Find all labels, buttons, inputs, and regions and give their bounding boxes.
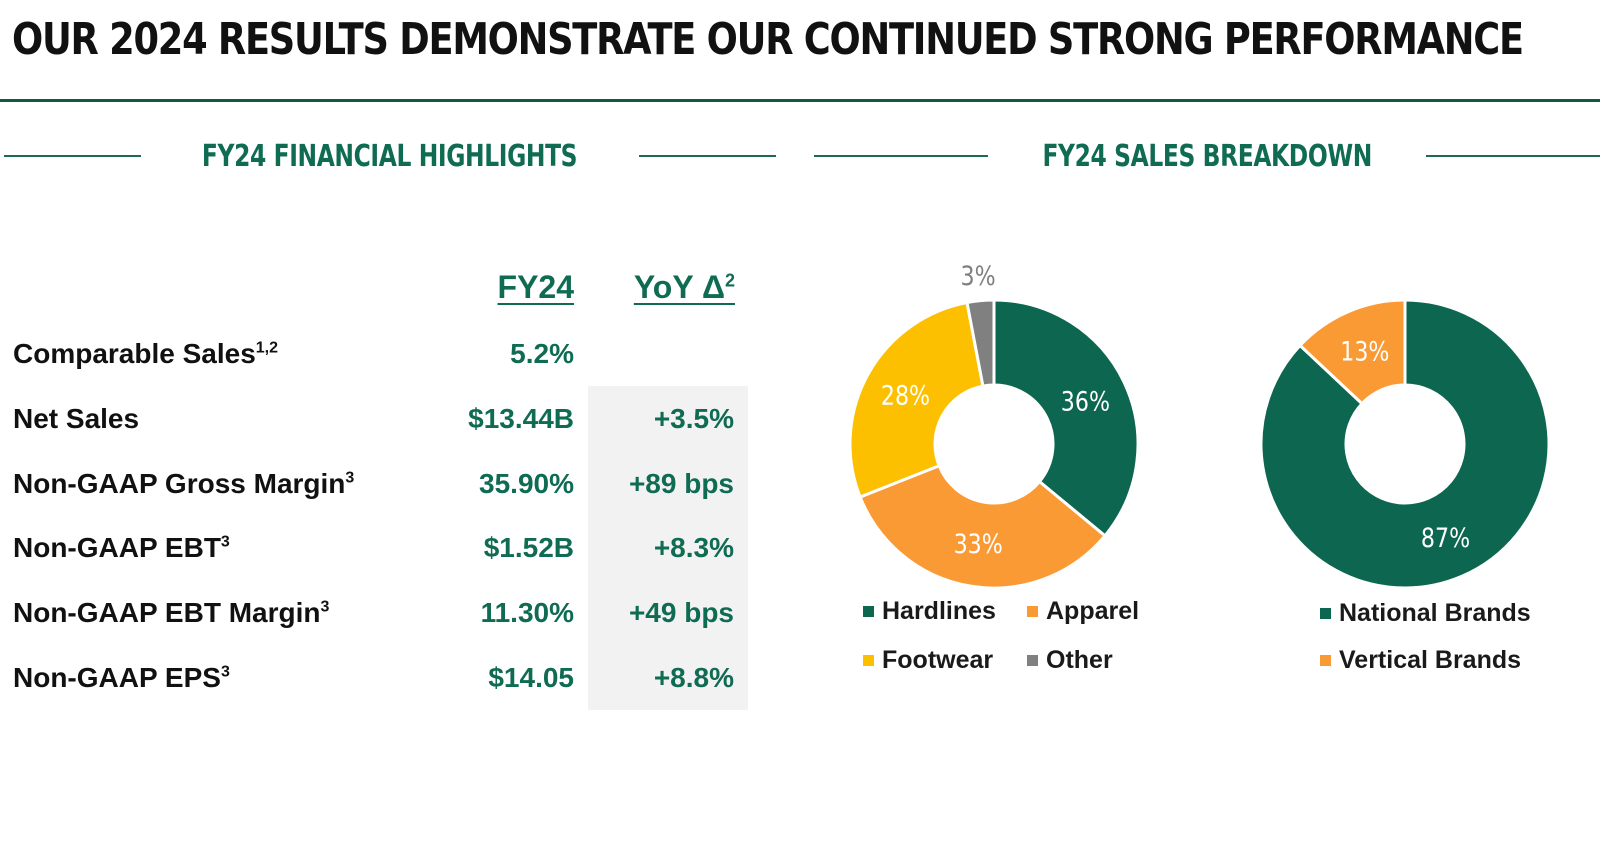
section-rule-left <box>4 155 142 157</box>
donut-slice-hardlines <box>992 298 1140 538</box>
row-label: Comparable Sales1,2 <box>13 338 278 370</box>
legend-label: National Brands <box>1339 599 1531 627</box>
legend-label: Other <box>1046 646 1113 674</box>
legend-item-national-brands: National Brands <box>1320 599 1531 628</box>
data-label-other: 3% <box>961 260 996 292</box>
row-yoy-value: +8.3% <box>653 532 734 563</box>
table-row: Non-GAAP EBT3 $1.52B +8.3% <box>0 532 760 572</box>
legend-item-hardlines: Hardlines <box>863 597 996 626</box>
row-label: Non-GAAP Gross Margin3 <box>13 468 354 500</box>
row-fy24-value: $13.44B <box>468 403 574 434</box>
row-label-text: Non-GAAP EPS <box>13 662 221 693</box>
legend-swatch <box>1320 608 1331 619</box>
breakdown-section-header: FY24 SALES BREAKDOWN <box>814 136 1600 176</box>
row-yoy-value: +49 bps <box>628 597 734 628</box>
donut-slice-footwear <box>848 300 985 499</box>
legend-swatch <box>1027 606 1038 617</box>
donut-slice-apparel <box>858 463 1108 590</box>
table-row: Non-GAAP EPS3 $14.05 +8.8% <box>0 662 760 702</box>
row-label: Non-GAAP EBT Margin3 <box>13 597 329 629</box>
legend-item-footwear: Footwear <box>863 646 993 675</box>
legend-swatch <box>1027 655 1038 666</box>
legend-label: Hardlines <box>882 597 996 625</box>
legend-label: Apparel <box>1046 597 1140 625</box>
column-header-yoy-footnote: 2 <box>724 270 735 291</box>
page-title: OUR 2024 RESULTS DEMONSTRATE OUR CONTINU… <box>12 14 1524 65</box>
row-yoy-value: +3.5% <box>653 403 734 434</box>
row-footnote: 3 <box>345 469 355 487</box>
section-rule-right <box>638 155 777 157</box>
row-fy24-value: 5.2% <box>510 338 574 369</box>
row-label-text: Net Sales <box>13 403 140 434</box>
data-label-national-brands: 87% <box>1421 522 1470 554</box>
yoy-column-shading <box>588 386 748 710</box>
legend-item-apparel: Apparel <box>1027 597 1139 626</box>
table-row: Net Sales $13.44B +3.5% <box>0 403 760 443</box>
legend-swatch <box>863 655 874 666</box>
breakdown-heading: FY24 SALES BREAKDOWN <box>1042 138 1372 174</box>
row-yoy-value: +89 bps <box>628 468 734 499</box>
row-fy24-value: $1.52B <box>483 532 574 563</box>
row-label-text: Non-GAAP EBT <box>13 532 221 563</box>
donut-slice-national-brands <box>1259 298 1551 590</box>
data-label-apparel: 33% <box>954 528 1003 560</box>
column-header-yoy-text: YoY Δ <box>633 269 725 305</box>
row-fy24-value: 35.90% <box>479 468 574 499</box>
legend-label: Footwear <box>882 646 994 674</box>
row-yoy-value: +8.8% <box>653 662 734 693</box>
table-row: Non-GAAP EBT Margin3 11.30% +49 bps <box>0 597 760 637</box>
legend-swatch <box>1320 655 1331 666</box>
row-label: Non-GAAP EPS3 <box>13 662 230 694</box>
row-label: Non-GAAP EBT3 <box>13 532 230 564</box>
row-label-text: Non-GAAP EBT Margin <box>13 597 321 628</box>
highlights-heading: FY24 FINANCIAL HIGHLIGHTS <box>202 138 578 174</box>
donut-slice-vertical-brands <box>1297 298 1407 406</box>
data-label-hardlines: 36% <box>1061 385 1110 417</box>
section-rule-right <box>1426 155 1600 157</box>
row-label-text: Comparable Sales <box>13 338 256 369</box>
row-footnote: 3 <box>220 533 230 551</box>
data-label-footwear: 28% <box>881 379 930 411</box>
highlights-section-header: FY24 FINANCIAL HIGHLIGHTS <box>4 136 777 176</box>
column-header-yoy: YoY Δ2 <box>634 269 735 306</box>
table-row: Non-GAAP Gross Margin3 35.90% +89 bps <box>0 468 760 508</box>
column-header-fy24: FY24 <box>497 269 574 305</box>
row-label: Net Sales <box>13 403 139 435</box>
legend-swatch <box>863 606 874 617</box>
row-fy24-value: 11.30% <box>480 597 574 628</box>
row-fy24-value: $14.05 <box>488 662 574 693</box>
row-label-text: Non-GAAP Gross Margin <box>13 468 346 499</box>
row-footnote: 1,2 <box>255 339 279 357</box>
donut-slice-other <box>965 298 996 388</box>
section-rule-left <box>814 155 988 157</box>
row-footnote: 3 <box>220 663 230 681</box>
row-footnote: 3 <box>320 598 330 616</box>
legend-label: Vertical Brands <box>1339 646 1522 674</box>
title-divider <box>0 99 1600 102</box>
legend-item-other: Other <box>1027 646 1113 675</box>
table-row: Comparable Sales1,2 5.2% <box>0 338 760 378</box>
data-label-vertical-brands: 13% <box>1340 335 1389 367</box>
legend-item-vertical-brands: Vertical Brands <box>1320 646 1521 675</box>
